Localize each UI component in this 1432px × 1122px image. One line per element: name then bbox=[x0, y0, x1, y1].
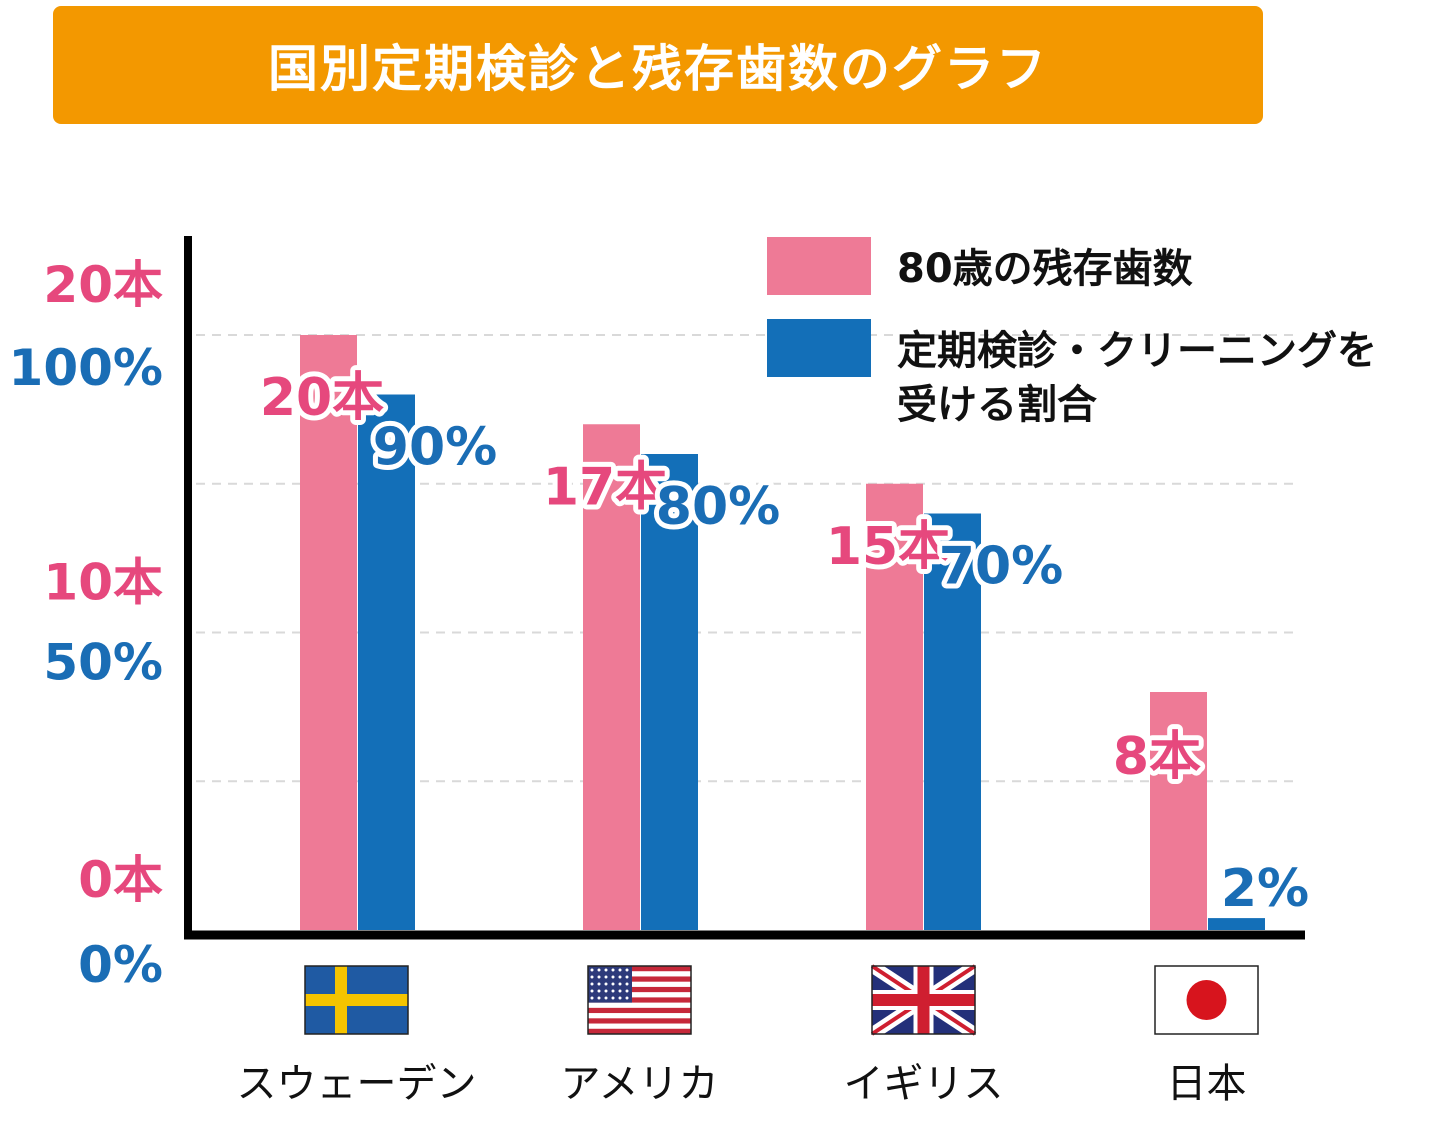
y-tick-teeth: 20本 bbox=[43, 256, 163, 314]
x-axis-categories: スウェーデン アメリカ イギリス 日本 bbox=[237, 960, 1259, 1107]
legend-label-teeth: 80歳の残存歯数 bbox=[897, 246, 1193, 292]
y-tick-percent: 0% bbox=[78, 936, 163, 994]
chart-title: 国別定期検診と残存歯数のグラフ bbox=[268, 40, 1048, 98]
value-label-checkup: 80% bbox=[656, 477, 780, 537]
value-label-checkup: 90% bbox=[373, 418, 497, 478]
y-tick-percent: 100% bbox=[9, 339, 163, 397]
bar-checkup bbox=[1208, 918, 1265, 930]
category-label: アメリカ bbox=[561, 1061, 719, 1107]
value-label-teeth: 8本 bbox=[1113, 727, 1201, 787]
value-label-checkup: 70% bbox=[939, 537, 1063, 597]
y-axis-ticks: 20本 10本 0本 100% 50% 0% bbox=[9, 256, 163, 994]
value-labels: 20本 17本 15本 8本 90% 80% 70% 2% bbox=[255, 363, 1314, 924]
bar-checkup bbox=[358, 394, 415, 930]
bar-teeth bbox=[300, 335, 357, 930]
category-label: イギリス bbox=[844, 1061, 1004, 1107]
bar-checkup bbox=[641, 454, 698, 930]
bar-teeth bbox=[1150, 692, 1207, 930]
legend-label-checkup-line2: 受ける割合 bbox=[897, 382, 1097, 428]
bars bbox=[300, 335, 1265, 930]
japan-flag bbox=[1154, 965, 1259, 1035]
axes bbox=[184, 236, 1305, 940]
legend-swatch-checkup bbox=[767, 319, 871, 377]
uk-flag bbox=[868, 960, 979, 1040]
value-label-teeth: 15本 bbox=[826, 517, 950, 577]
bar-teeth bbox=[866, 483, 923, 930]
usa-flag bbox=[587, 965, 692, 1035]
value-label-checkup: 2% bbox=[1221, 859, 1309, 919]
category-label: 日本 bbox=[1167, 1061, 1247, 1107]
y-tick-teeth: 0本 bbox=[78, 851, 163, 909]
y-tick-teeth: 10本 bbox=[43, 554, 163, 612]
title-banner: 国別定期検診と残存歯数のグラフ bbox=[53, 6, 1263, 124]
value-label-teeth: 20本 bbox=[260, 368, 384, 428]
bar-teeth bbox=[583, 424, 640, 930]
legend-label-checkup-line1: 定期検診・クリーニングを bbox=[897, 328, 1377, 374]
value-label-teeth: 17本 bbox=[543, 457, 667, 517]
y-tick-percent: 50% bbox=[43, 634, 163, 692]
bar-checkup bbox=[924, 513, 981, 930]
legend-swatch-teeth bbox=[767, 237, 871, 295]
sweden-flag bbox=[304, 965, 409, 1035]
category-label: スウェーデン bbox=[237, 1061, 477, 1107]
